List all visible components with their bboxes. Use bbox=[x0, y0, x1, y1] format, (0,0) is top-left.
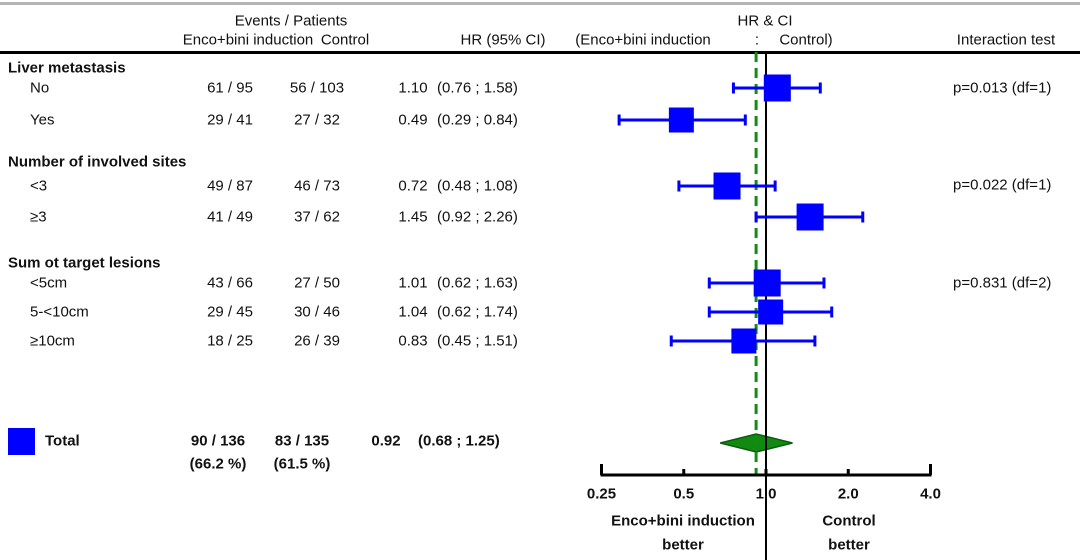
axis-tick-label: 2.0 bbox=[837, 485, 859, 503]
events-treatment-value: 49 / 87 bbox=[207, 177, 253, 195]
total-legend-square bbox=[8, 428, 35, 455]
subgroup-label: <5cm bbox=[30, 274, 68, 292]
plot-column-title: HR & CI bbox=[737, 12, 793, 30]
axis-tick-label: 0.25 bbox=[586, 485, 617, 503]
interaction-p-value: p=0.022 (df=1) bbox=[953, 176, 1052, 194]
total-hr-value: 0.92 bbox=[371, 432, 401, 450]
events-treatment-value: 18 / 25 bbox=[207, 332, 253, 350]
total-events-treatment: 90 / 136 bbox=[190, 432, 246, 450]
total-events-treatment-pct: (66.2 %) bbox=[189, 455, 247, 473]
control-better-label: Control bbox=[822, 512, 876, 530]
events-control-value: 46 / 73 bbox=[294, 177, 340, 195]
total-label: Total bbox=[45, 432, 80, 450]
events-control-value: 56 / 103 bbox=[289, 79, 345, 97]
hr-value: 0.72 bbox=[398, 177, 428, 195]
events-treatment-value: 61 / 95 bbox=[207, 79, 253, 97]
hr-marker-square bbox=[753, 269, 781, 297]
events-control-value: 27 / 32 bbox=[294, 111, 340, 129]
events-treatment-value: 29 / 45 bbox=[207, 303, 253, 321]
subgroup-label: 5-<10cm bbox=[30, 303, 89, 321]
ci-value: (0.76 ; 1.58) bbox=[437, 79, 518, 97]
header-rule bbox=[0, 51, 1080, 54]
control-better-label-line2: better bbox=[828, 536, 870, 554]
control-column-header: Control bbox=[320, 31, 370, 49]
events-control-value: 37 / 62 bbox=[294, 208, 340, 226]
ci-value: (0.45 ; 1.51) bbox=[437, 332, 518, 350]
group-label: Liver metastasis bbox=[8, 59, 126, 77]
treatment-better-label: Enco+bini induction bbox=[611, 512, 755, 530]
hr-value: 0.83 bbox=[398, 332, 428, 350]
treatment-column-header: Enco+bini induction bbox=[182, 31, 314, 49]
hr-value: 1.45 bbox=[398, 208, 428, 226]
hr-marker-square bbox=[796, 203, 824, 231]
total-events-control: 83 / 135 bbox=[274, 432, 330, 450]
events-control-value: 30 / 46 bbox=[294, 303, 340, 321]
ci-value: (0.48 ; 1.08) bbox=[437, 177, 518, 195]
group-label: Sum ot target lesions bbox=[8, 254, 161, 272]
axis-tick-label: 0.5 bbox=[673, 485, 695, 503]
subgroup-label: Yes bbox=[30, 111, 55, 129]
hr-marker-square bbox=[731, 328, 757, 354]
plot-column-sub-left: (Enco+bini induction bbox=[575, 31, 711, 49]
group-label: Number of involved sites bbox=[8, 153, 187, 171]
axis-tick-label: 1.0 bbox=[755, 485, 777, 503]
subgroup-label: ≥10cm bbox=[30, 332, 75, 350]
ci-value: (0.29 ; 0.84) bbox=[437, 111, 518, 129]
interaction-p-value: p=0.831 (df=2) bbox=[953, 274, 1052, 292]
hr-ci-column-header: HR (95% CI) bbox=[460, 31, 546, 49]
ci-value: (0.62 ; 1.63) bbox=[437, 274, 518, 292]
hr-value: 1.01 bbox=[398, 274, 428, 292]
ci-value: (0.92 ; 2.26) bbox=[437, 208, 518, 226]
interaction-p-value: p=0.013 (df=1) bbox=[953, 79, 1052, 97]
hr-value: 1.10 bbox=[398, 79, 428, 97]
hr-value: 1.04 bbox=[398, 303, 428, 321]
hr-value: 0.49 bbox=[398, 111, 428, 129]
events-control-value: 26 / 39 bbox=[294, 332, 340, 350]
treatment-better-label-line2: better bbox=[662, 536, 704, 554]
subgroup-label: <3 bbox=[30, 177, 48, 195]
events-treatment-value: 43 / 66 bbox=[207, 274, 253, 292]
total-ci-value: (0.68 ; 1.25) bbox=[418, 432, 500, 450]
plot-column-sub-separator: : bbox=[754, 31, 760, 49]
hr-marker-square bbox=[763, 74, 791, 102]
events-treatment-value: 29 / 41 bbox=[207, 111, 253, 129]
events-treatment-value: 41 / 49 bbox=[207, 208, 253, 226]
subgroup-label: ≥3 bbox=[30, 208, 47, 226]
hr-marker-square bbox=[668, 107, 694, 133]
axis-tick-label: 4.0 bbox=[920, 485, 941, 503]
events-patients-header: Events / Patients bbox=[234, 12, 348, 30]
ci-value: (0.62 ; 1.74) bbox=[437, 303, 518, 321]
hr-marker-square bbox=[758, 299, 784, 325]
plot-column-sub-right: Control) bbox=[779, 31, 833, 49]
top-border-line bbox=[0, 2, 1080, 5]
subgroup-label: No bbox=[30, 79, 50, 97]
interaction-test-header: Interaction test bbox=[956, 31, 1056, 49]
total-events-control-pct: (61.5 %) bbox=[273, 455, 331, 473]
hr-marker-square bbox=[713, 172, 741, 200]
events-control-value: 27 / 50 bbox=[294, 274, 340, 292]
